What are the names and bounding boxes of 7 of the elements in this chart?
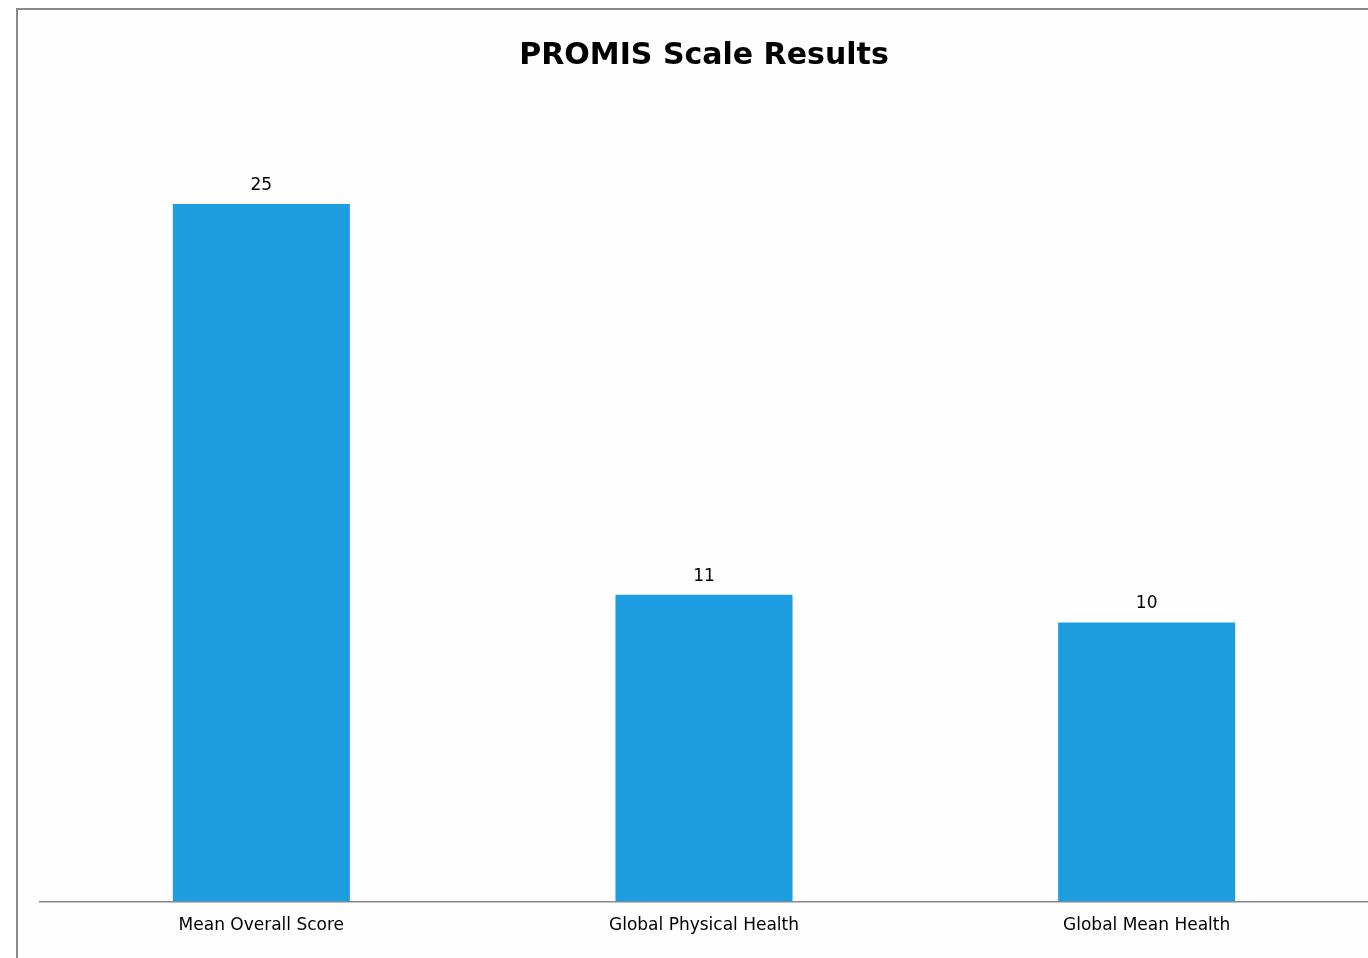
x-tick-label: Global Physical Health [608, 914, 800, 935]
data-label: 10 [1135, 592, 1158, 613]
x-tick-label: Global Mean Health [1063, 914, 1231, 935]
data-label: 11 [693, 564, 715, 585]
x-tick-label: Mean Overall Score [178, 914, 345, 935]
chart-title: PROMIS Scale Results [519, 35, 889, 71]
data-label: 25 [250, 173, 273, 194]
